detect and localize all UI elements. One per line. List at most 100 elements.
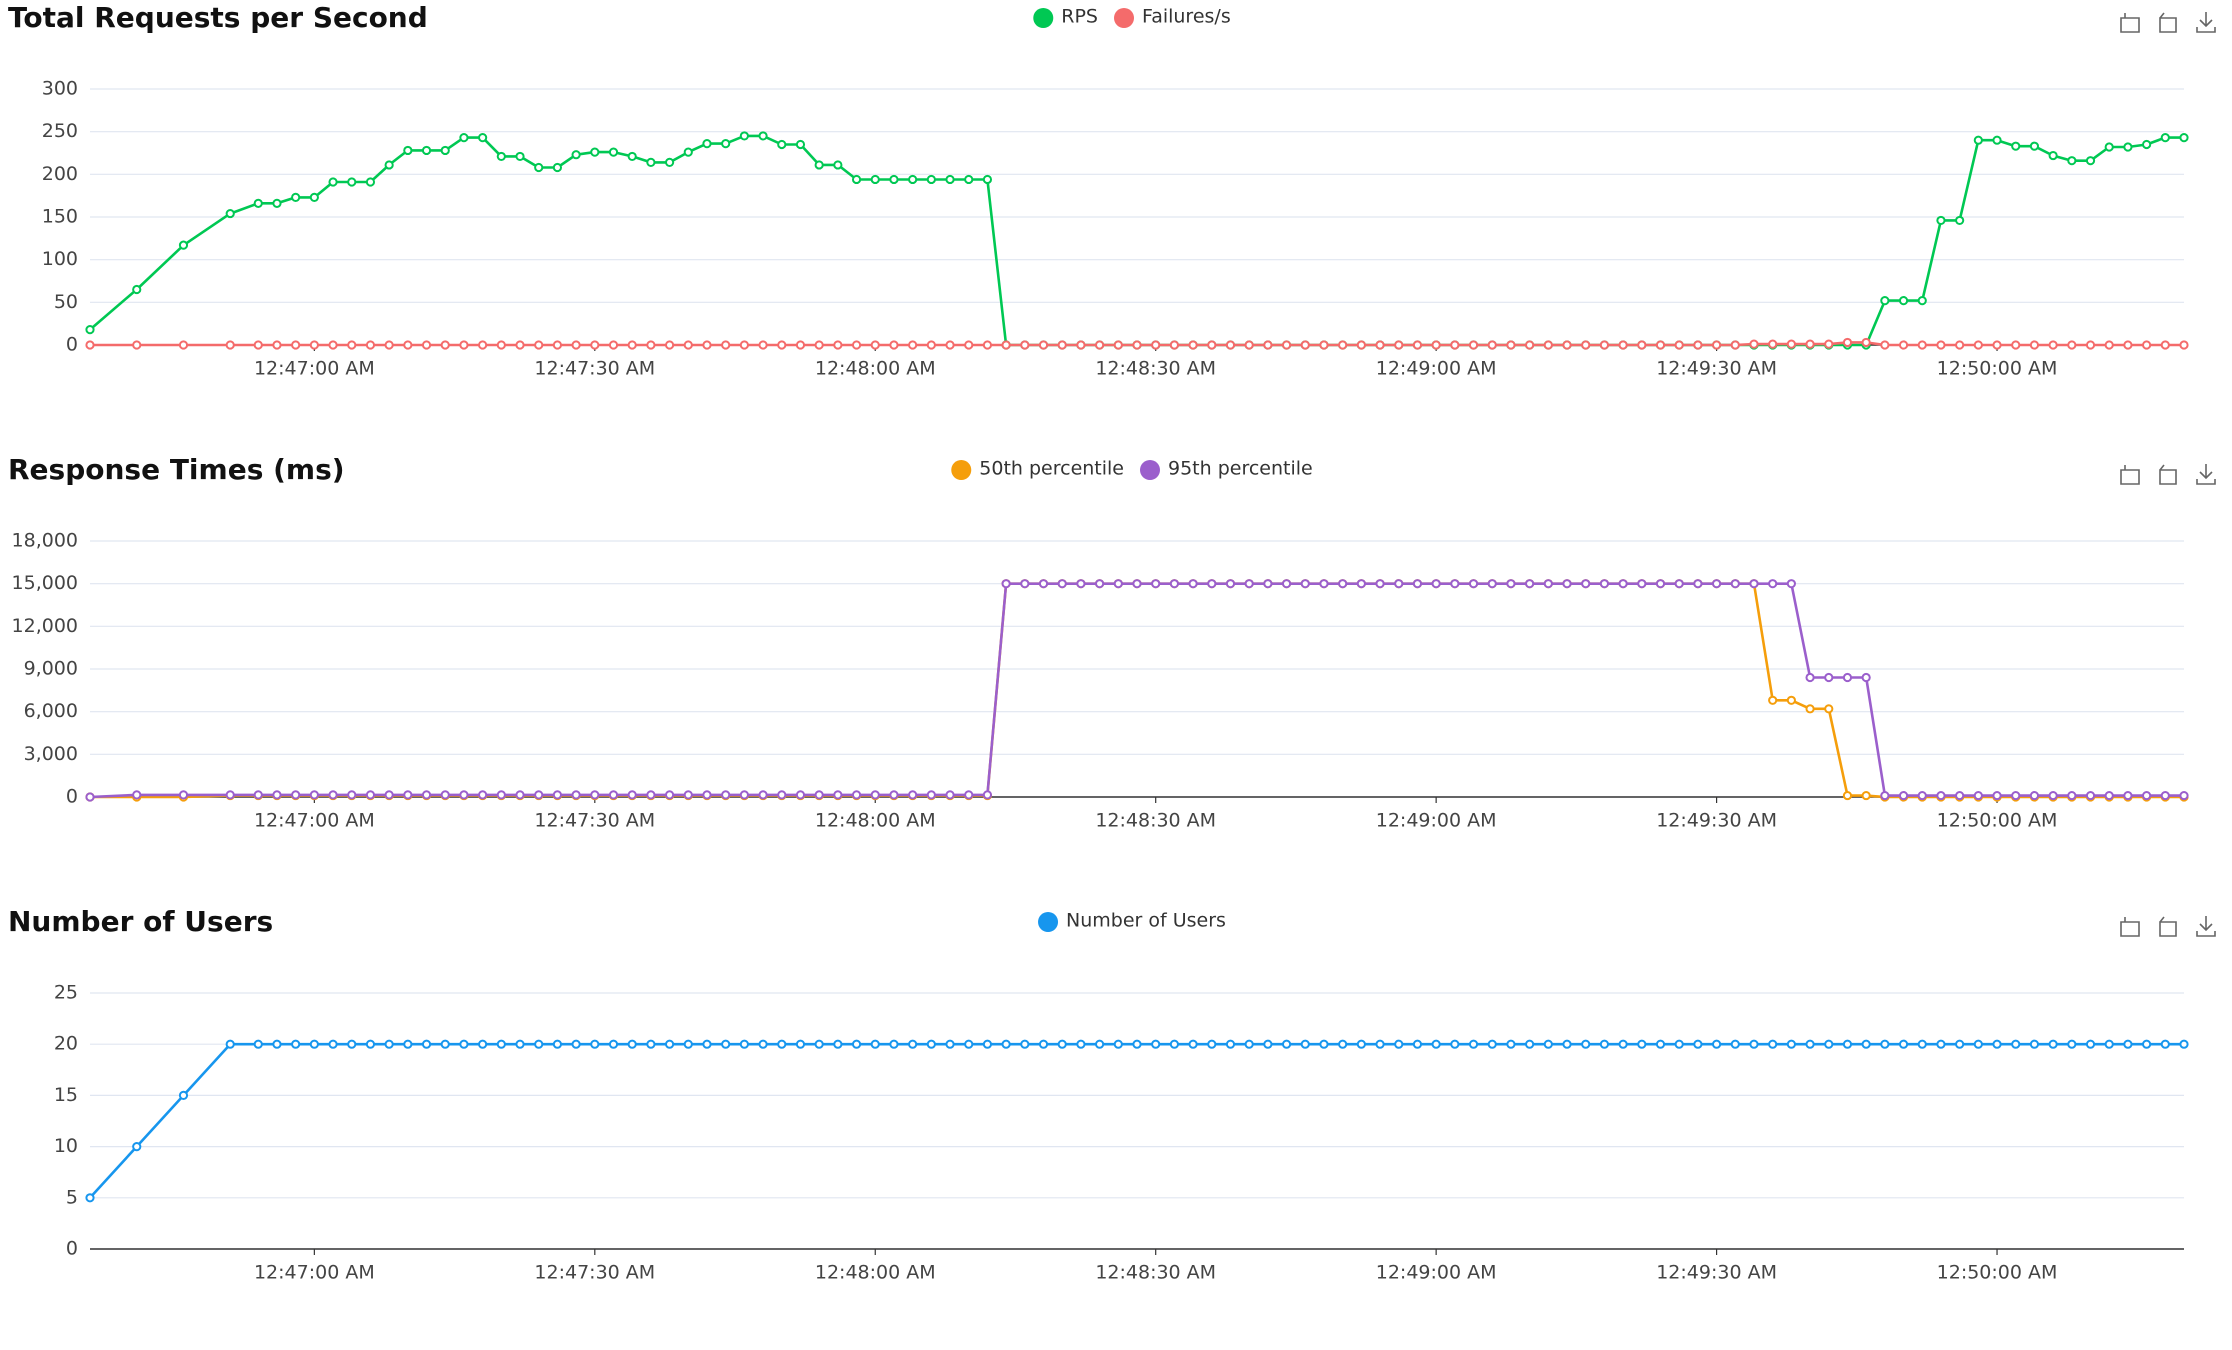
y-tick-label: 10 (54, 1135, 78, 1157)
data-point (132, 340, 142, 350)
data-point (1020, 340, 1030, 350)
data-point (646, 790, 656, 800)
data-point (225, 790, 235, 800)
data-point (982, 340, 993, 350)
toolbar-icon[interactable] (2196, 12, 2216, 33)
data-point (2160, 1039, 2170, 1049)
data-point (1281, 1039, 1292, 1049)
data-point (1450, 1039, 1460, 1049)
data-point (1711, 579, 1722, 589)
data-point (534, 162, 544, 173)
y-tick-label: 300 (42, 78, 78, 100)
data-point (571, 340, 581, 350)
data-point (328, 1039, 338, 1049)
data-point (851, 340, 862, 350)
data-point (1805, 672, 1815, 683)
data-point (85, 1193, 95, 1203)
toolbar-icon[interactable] (2159, 464, 2177, 485)
data-point (1749, 1039, 1759, 1049)
data-point (1711, 1039, 1722, 1049)
data-point (1188, 340, 1198, 350)
data-point (964, 174, 974, 185)
data-point (1842, 337, 1853, 348)
data-point (1599, 1039, 1610, 1049)
x-tick-label: 12:47:30 AM (534, 1262, 655, 1284)
data-point (1076, 579, 1086, 589)
x-tick-label: 12:48:30 AM (1095, 358, 1216, 380)
x-tick-label: 12:47:30 AM (534, 810, 655, 832)
data-point (2067, 156, 2077, 166)
toolbar-icon[interactable] (2120, 917, 2140, 937)
data-point (1861, 1039, 1871, 1049)
data-point (721, 340, 731, 350)
data-point (1169, 340, 1179, 350)
data-point (2085, 1039, 2096, 1049)
data-point (1674, 340, 1684, 350)
data-point (608, 790, 619, 800)
data-point (253, 1039, 263, 1049)
data-point (571, 1039, 581, 1049)
data-point (964, 340, 974, 350)
data-point (1917, 340, 1927, 350)
data-point (2104, 340, 2114, 350)
legend-label: RPS (1061, 6, 1098, 28)
data-point (1506, 579, 1516, 589)
y-tick-label: 20 (54, 1033, 78, 1055)
data-point (1338, 340, 1348, 350)
data-point (1151, 579, 1161, 589)
data-point (1487, 340, 1497, 350)
data-point (347, 790, 357, 800)
data-point (795, 790, 806, 800)
data-point (1955, 340, 1965, 350)
toolbar-icon[interactable] (2120, 13, 2140, 33)
toolbar-icon[interactable] (2159, 12, 2177, 33)
x-tick-label: 12:48:30 AM (1095, 1262, 1216, 1284)
data-point (590, 790, 600, 800)
data-point (291, 340, 301, 350)
data-point (2048, 150, 2058, 161)
data-point (2011, 141, 2021, 151)
data-point (2029, 790, 2040, 801)
data-point (1412, 579, 1423, 589)
data-point (515, 151, 525, 162)
y-tick-label: 6,000 (24, 700, 78, 722)
toolbar-icon[interactable] (2159, 916, 2177, 937)
data-point (1898, 296, 1909, 306)
data-point (833, 340, 843, 350)
data-point (1468, 1039, 1479, 1049)
data-point (608, 147, 619, 157)
data-point (1768, 1039, 1778, 1049)
data-point (1992, 790, 2002, 801)
data-point (1880, 790, 1890, 801)
x-tick-label: 12:47:00 AM (254, 1262, 375, 1284)
data-point (945, 1039, 955, 1049)
data-point (739, 1039, 749, 1049)
data-point (2142, 139, 2152, 150)
data-point (1730, 579, 1740, 589)
data-point (403, 1039, 413, 1049)
data-point (1955, 1039, 1965, 1049)
data-point (1263, 340, 1273, 350)
data-point (1300, 579, 1310, 589)
data-point (1749, 579, 1759, 589)
data-point (1581, 579, 1591, 589)
data-point (795, 139, 806, 150)
data-point (908, 174, 918, 185)
data-point (683, 340, 693, 350)
data-point (777, 1039, 787, 1049)
x-tick-label: 12:47:00 AM (254, 358, 375, 380)
toolbar-icon[interactable] (2196, 916, 2216, 937)
series-line (90, 582, 2184, 799)
data-point (2179, 340, 2189, 350)
data-point (1655, 579, 1666, 589)
toolbar-icon[interactable] (2196, 464, 2216, 485)
data-point (178, 340, 189, 350)
data-point (889, 174, 899, 185)
data-point (496, 790, 506, 800)
toolbar-icon[interactable] (2120, 465, 2140, 485)
data-point (1936, 790, 1946, 801)
data-point (1880, 1039, 1890, 1049)
data-point (1151, 1039, 1161, 1049)
data-point (2179, 1039, 2189, 1049)
data-point (1525, 1039, 1535, 1049)
